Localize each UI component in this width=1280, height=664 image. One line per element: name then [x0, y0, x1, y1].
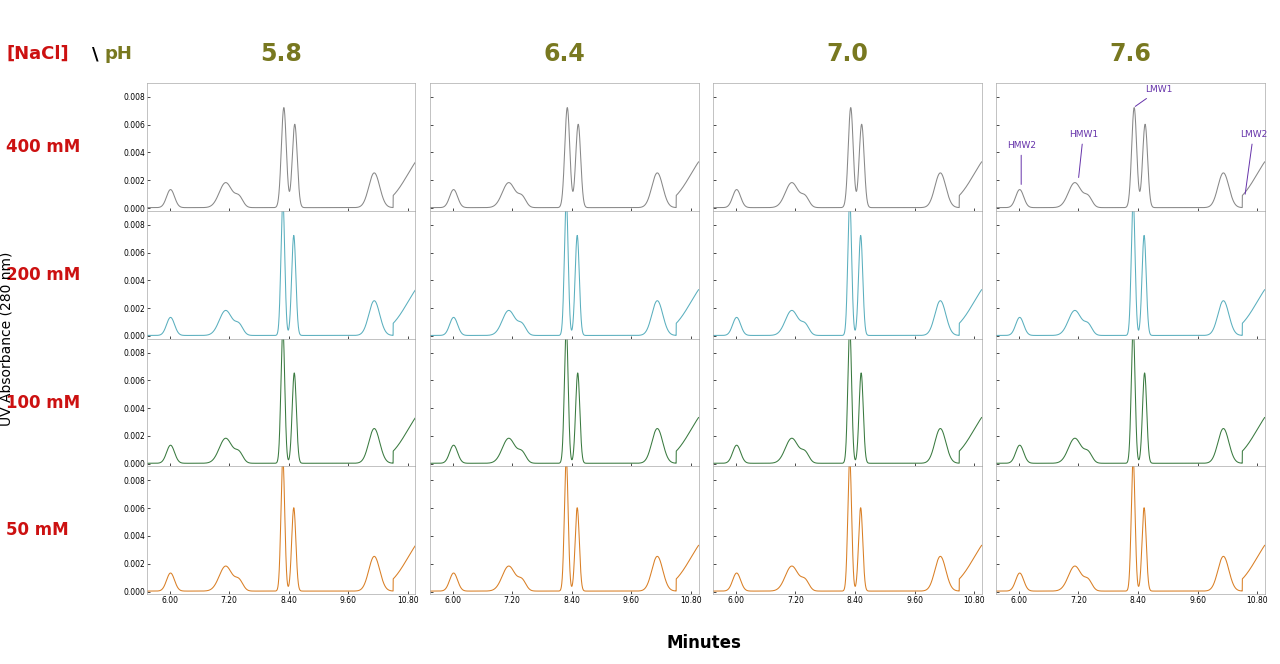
Text: HMW1: HMW1: [1069, 129, 1098, 177]
Text: UV Absorbance (280 nm): UV Absorbance (280 nm): [0, 252, 14, 426]
Text: 6.4: 6.4: [544, 42, 585, 66]
Text: 400 mM: 400 mM: [6, 138, 81, 156]
Text: pH: pH: [105, 45, 133, 63]
Text: \: \: [92, 45, 99, 63]
Text: [NaCl]: [NaCl]: [6, 45, 69, 63]
Text: 100 mM: 100 mM: [6, 394, 81, 412]
Text: 200 mM: 200 mM: [6, 266, 81, 284]
Text: LMW1: LMW1: [1135, 85, 1172, 106]
Text: LMW2: LMW2: [1240, 129, 1267, 194]
Text: 5.8: 5.8: [260, 42, 302, 66]
Text: Minutes: Minutes: [667, 634, 741, 652]
Text: HMW2: HMW2: [1006, 141, 1036, 185]
Text: 7.6: 7.6: [1110, 42, 1152, 66]
Text: 50 mM: 50 mM: [6, 521, 69, 539]
Text: 7.0: 7.0: [827, 42, 868, 66]
